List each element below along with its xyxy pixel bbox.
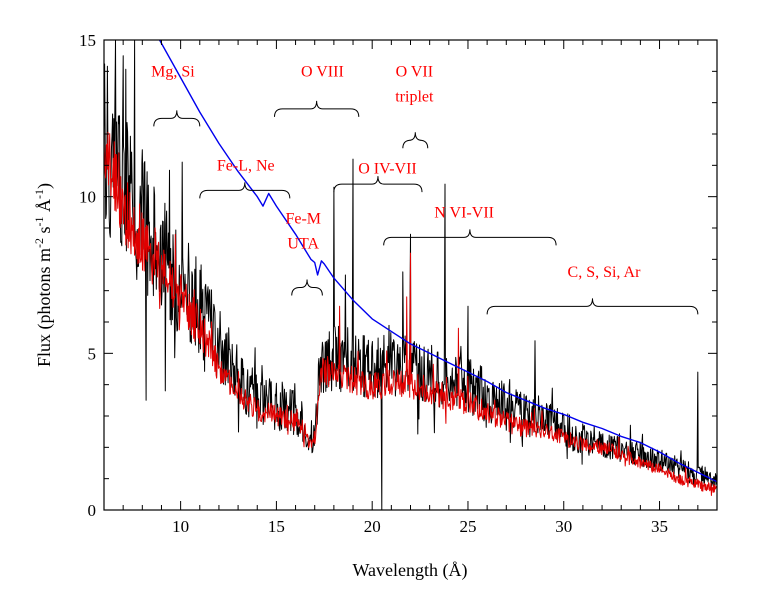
y-axis-title-part: ) <box>34 183 55 189</box>
annotation-label: C, S, Si, Ar <box>568 264 642 281</box>
x-tick-label: 20 <box>364 517 381 536</box>
annotation-label: O VIII <box>301 63 344 80</box>
y-axis-title-superscript: -1 <box>32 216 46 226</box>
y-tick-label: 15 <box>79 31 96 50</box>
x-tick-label: 15 <box>268 517 285 536</box>
annotations-layer: Mg, Si O VIII O VII triplet Fe-L, Ne O IV-VII… <box>151 63 699 315</box>
y-axis-title-part: s <box>34 226 54 238</box>
x-tick-label: 25 <box>459 517 476 536</box>
annotation-bracket <box>273 100 360 117</box>
axis-ticks: 10 15 20 25 30 35 0 5 10 15 <box>79 31 718 536</box>
annotation-label: Mg, Si <box>151 63 195 80</box>
annotation-label: N VI-VII <box>434 204 494 221</box>
annotation-label: O VII <box>396 63 433 80</box>
y-axis-title-part: Flux (photons m <box>34 248 55 367</box>
annotation-bracket <box>153 110 201 127</box>
annotation-bracket <box>402 132 429 149</box>
x-tick-label: 30 <box>555 517 572 536</box>
x-tick-label: 10 <box>172 517 189 536</box>
annotation-bracket <box>199 182 291 199</box>
y-tick-label: 0 <box>88 501 97 520</box>
y-axis-title-superscript: -2 <box>32 238 46 248</box>
annotation-label: UTA <box>287 236 319 253</box>
annotation-label: triplet <box>395 88 434 105</box>
annotation-bracket <box>486 298 699 315</box>
x-axis-title: Wavelength (Å) <box>352 560 467 581</box>
y-tick-label: 10 <box>79 188 96 207</box>
annotation-label: Fe-M <box>285 211 321 228</box>
x-tick-label: 35 <box>651 517 668 536</box>
series-layer <box>104 40 717 510</box>
y-tick-label: 5 <box>88 344 97 363</box>
series-line-red <box>104 131 717 496</box>
y-axis-title-part: Å <box>34 199 54 217</box>
series-line-blue <box>158 40 717 483</box>
annotation-label: Fe-L, Ne <box>217 157 275 174</box>
y-axis-title-superscript: -1 <box>32 189 46 199</box>
annotation-label: O IV-VII <box>358 160 417 177</box>
annotation-bracket <box>383 229 557 246</box>
annotation-bracket <box>291 279 323 296</box>
series-line-black <box>104 40 717 510</box>
y-axis-title: Flux (photons m-2 s-1 Å-1) <box>32 183 55 367</box>
annotation-bracket <box>333 176 423 193</box>
